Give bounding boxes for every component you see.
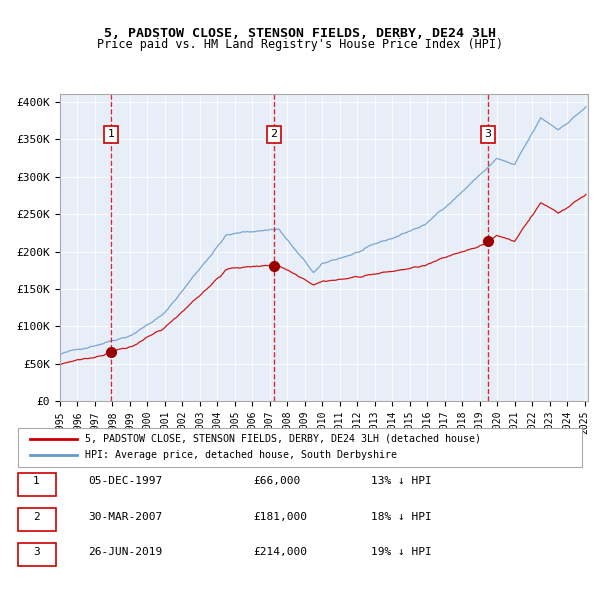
Text: 2: 2 <box>271 129 278 139</box>
Text: 19% ↓ HPI: 19% ↓ HPI <box>371 548 431 557</box>
Text: 5, PADSTOW CLOSE, STENSON FIELDS, DERBY, DE24 3LH: 5, PADSTOW CLOSE, STENSON FIELDS, DERBY,… <box>104 27 496 40</box>
Text: 2: 2 <box>33 512 40 522</box>
FancyBboxPatch shape <box>18 428 582 467</box>
Text: HPI: Average price, detached house, South Derbyshire: HPI: Average price, detached house, Sout… <box>85 450 397 460</box>
Text: £66,000: £66,000 <box>253 477 300 486</box>
Text: 30-MAR-2007: 30-MAR-2007 <box>88 512 163 522</box>
FancyBboxPatch shape <box>18 543 56 566</box>
Text: 1: 1 <box>107 129 115 139</box>
Text: 18% ↓ HPI: 18% ↓ HPI <box>371 512 431 522</box>
Text: £181,000: £181,000 <box>253 512 307 522</box>
Text: 1: 1 <box>33 477 40 486</box>
Text: 26-JUN-2019: 26-JUN-2019 <box>88 548 163 557</box>
Text: 3: 3 <box>33 548 40 557</box>
Text: Price paid vs. HM Land Registry's House Price Index (HPI): Price paid vs. HM Land Registry's House … <box>97 38 503 51</box>
Text: 13% ↓ HPI: 13% ↓ HPI <box>371 477 431 486</box>
Text: £214,000: £214,000 <box>253 548 307 557</box>
Text: 5, PADSTOW CLOSE, STENSON FIELDS, DERBY, DE24 3LH (detached house): 5, PADSTOW CLOSE, STENSON FIELDS, DERBY,… <box>85 434 481 444</box>
FancyBboxPatch shape <box>18 508 56 531</box>
Text: 3: 3 <box>484 129 491 139</box>
Text: 05-DEC-1997: 05-DEC-1997 <box>88 477 163 486</box>
FancyBboxPatch shape <box>18 473 56 496</box>
